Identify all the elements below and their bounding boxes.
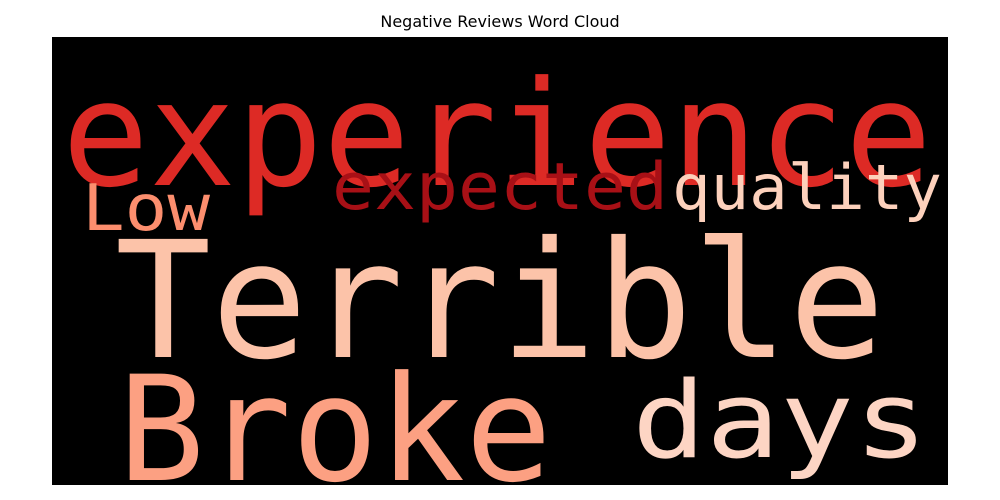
word-days: days (632, 359, 928, 482)
word-quality: quality (672, 151, 942, 224)
word-expected: expected (332, 150, 668, 225)
word-cloud-canvas: experience Terrible Broke days expected quali… (52, 37, 948, 485)
word-broke: Broke (118, 345, 552, 485)
word-terrible: Terrible (115, 208, 885, 396)
word-low: Low (82, 172, 211, 246)
chart-title: Negative Reviews Word Cloud (380, 12, 620, 31)
word-experience: experience (62, 50, 932, 220)
cloud-background (52, 37, 948, 485)
